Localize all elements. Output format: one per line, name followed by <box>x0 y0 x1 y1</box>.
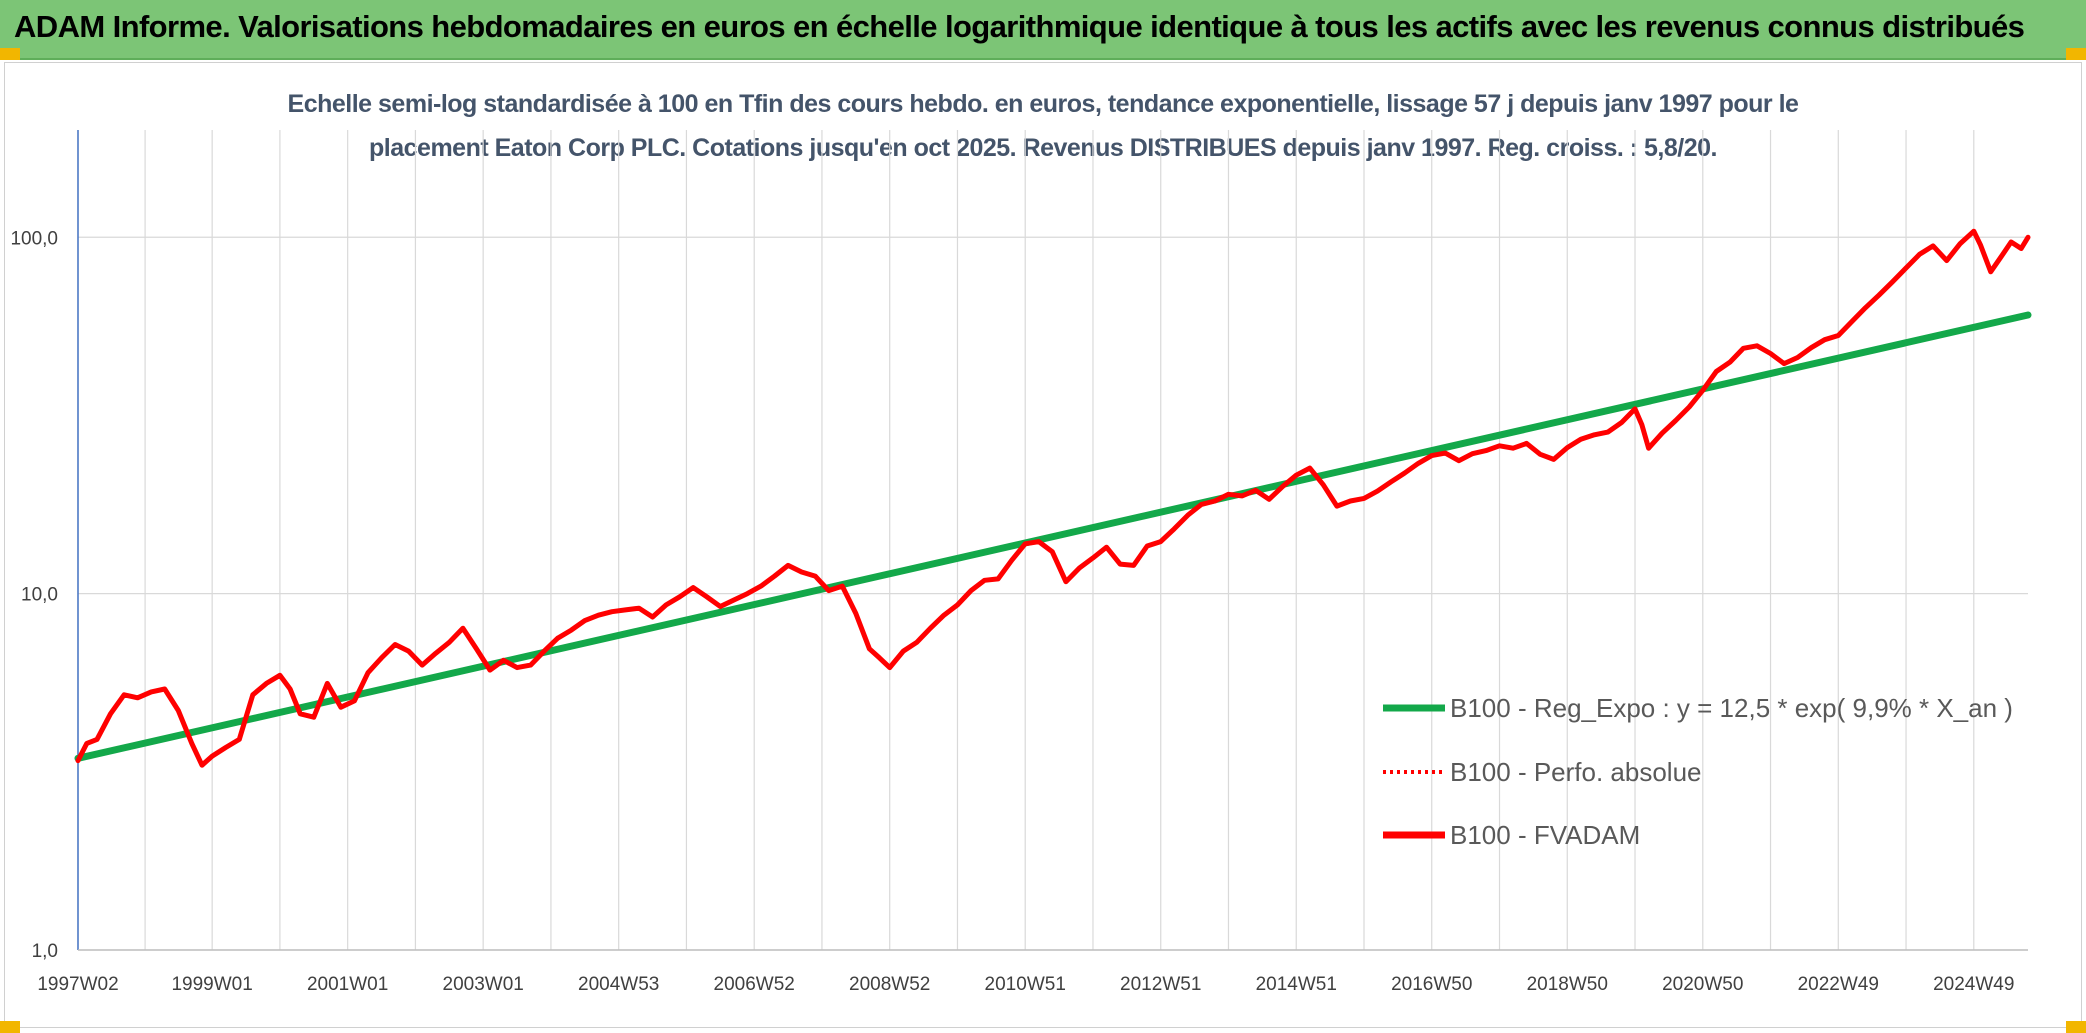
y-tick-label-0: 1,0 <box>32 941 58 962</box>
corner-accent-bottom-right <box>2066 1021 2086 1033</box>
x-tick-label-8: 2012W51 <box>1120 974 1201 995</box>
x-tick-label-6: 2008W52 <box>849 974 930 995</box>
x-tick-label-5: 2006W52 <box>714 974 795 995</box>
corner-accent-bottom-left <box>0 1021 20 1033</box>
series-line-0 <box>74 311 2032 762</box>
chart-subtitle-line-2: placement Eaton Corp PLC. Cotations jusq… <box>369 134 1717 162</box>
x-tick-label-9: 2014W51 <box>1256 974 1337 995</box>
x-tick-label-0: 1997W02 <box>37 974 118 995</box>
legend-layer: B100 - Reg_Expo : y = 12,5 * exp( 9,9% *… <box>1383 693 2013 850</box>
x-tick-label-12: 2020W50 <box>1662 974 1743 995</box>
legend-label-0: B100 - Reg_Expo : y = 12,5 * exp( 9,9% *… <box>1450 693 2013 723</box>
grid-layer <box>77 130 2028 951</box>
legend-label-2: B100 - FVADAM <box>1450 820 1640 850</box>
x-tick-label-14: 2024W49 <box>1933 974 2014 995</box>
x-tick-label-1: 1999W01 <box>171 974 252 995</box>
y-tick-label-2: 100,0 <box>10 228 58 249</box>
chart-subtitle-line-1: Echelle semi-log standardisée à 100 en T… <box>287 90 1799 118</box>
report-title: ADAM Informe. Valorisations hebdomadaire… <box>14 9 2025 44</box>
legend-label-1: B100 - Perfo. absolue <box>1450 757 1702 787</box>
axis-layer: 1,0 10,0 100,0 1997W02 1999W01 2001W01 2003W01… <box>10 130 2028 995</box>
x-tick-label-4: 2004W53 <box>578 974 659 995</box>
y-tick-label-1: 10,0 <box>21 585 58 606</box>
corner-accent-left <box>0 48 20 60</box>
report-banner: ADAM Informe. Valorisations hebdomadaire… <box>0 0 2086 60</box>
x-tick-label-13: 2022W49 <box>1798 974 1879 995</box>
series-line-2 <box>75 228 2031 768</box>
x-tick-label-2: 2001W01 <box>307 974 388 995</box>
x-tick-label-11: 2018W50 <box>1527 974 1608 995</box>
corner-accent-right <box>2066 48 2086 60</box>
x-tick-label-10: 2016W50 <box>1391 974 1472 995</box>
x-tick-label-3: 2003W01 <box>443 974 524 995</box>
series-layer <box>74 228 2032 768</box>
x-tick-label-7: 2010W51 <box>985 974 1066 995</box>
